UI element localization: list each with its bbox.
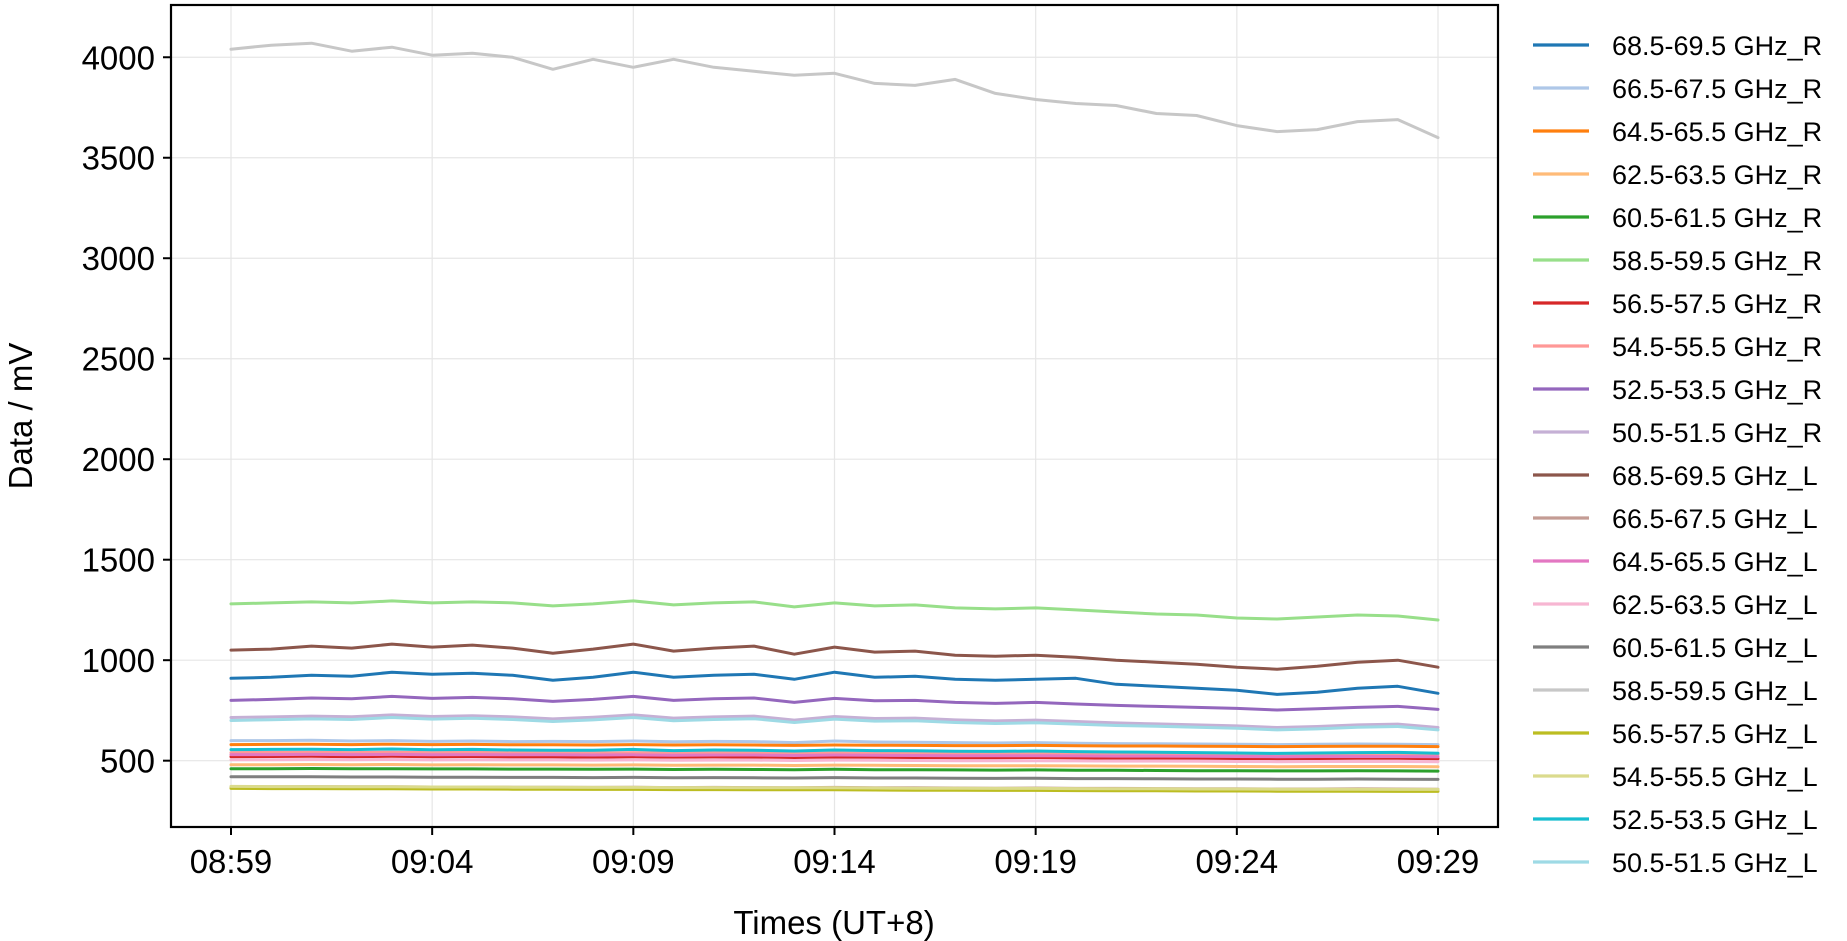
series-line-8 bbox=[229, 694, 1440, 712]
series-line-15 bbox=[229, 41, 1440, 140]
x-axis-title: Times (UT+8) bbox=[733, 904, 934, 941]
series-line-5 bbox=[229, 599, 1440, 622]
legend-label: 64.5-65.5 GHz_L bbox=[1612, 547, 1818, 577]
series-line-9 bbox=[229, 713, 1440, 729]
grid-lines bbox=[171, 5, 1498, 827]
x-axis: 08:59 09:04 09:09 09:14 09:19 09:24 09:29 bbox=[190, 827, 1480, 880]
x-tick-label: 09:19 bbox=[994, 843, 1077, 880]
series-line-0 bbox=[229, 670, 1440, 696]
series-line-4 bbox=[229, 767, 1440, 773]
x-tick-label: 09:09 bbox=[592, 843, 675, 880]
y-tick-label: 500 bbox=[100, 743, 155, 780]
legend-label: 66.5-67.5 GHz_R bbox=[1612, 74, 1822, 104]
series-line-16 bbox=[229, 786, 1440, 793]
x-tick-label: 09:24 bbox=[1196, 843, 1279, 880]
legend-label: 66.5-67.5 GHz_L bbox=[1612, 504, 1818, 534]
y-axis: 500 1000 1500 2000 2500 3000 3500 4000 bbox=[82, 39, 171, 780]
legend-label: 50.5-51.5 GHz_R bbox=[1612, 418, 1822, 448]
series-line-12 bbox=[229, 752, 1440, 759]
legend-label: 62.5-63.5 GHz_R bbox=[1612, 160, 1822, 190]
series-line-14 bbox=[229, 775, 1440, 781]
legend-label: 54.5-55.5 GHz_L bbox=[1612, 762, 1818, 792]
legend-label: 68.5-69.5 GHz_L bbox=[1612, 461, 1818, 491]
series-line-17 bbox=[229, 784, 1440, 791]
y-tick-label: 1500 bbox=[82, 542, 155, 579]
y-axis-title: Data / mV bbox=[2, 343, 39, 490]
y-tick-label: 3500 bbox=[82, 140, 155, 177]
legend: 68.5-69.5 GHz_R 66.5-67.5 GHz_R 64.5-65.5 … bbox=[1533, 31, 1822, 878]
y-tick-label: 1000 bbox=[82, 642, 155, 679]
y-tick-label: 3000 bbox=[82, 240, 155, 277]
legend-label: 56.5-57.5 GHz_L bbox=[1612, 719, 1818, 749]
series-line-2 bbox=[229, 742, 1440, 749]
legend-label: 52.5-53.5 GHz_R bbox=[1612, 375, 1822, 405]
series-line-10 bbox=[229, 642, 1440, 671]
legend-label: 50.5-51.5 GHz_L bbox=[1612, 848, 1818, 878]
series-line-19 bbox=[229, 716, 1440, 732]
legend-label: 60.5-61.5 GHz_R bbox=[1612, 203, 1822, 233]
legend-label: 64.5-65.5 GHz_R bbox=[1612, 117, 1822, 147]
series-line-18 bbox=[229, 747, 1440, 755]
legend-label: 62.5-63.5 GHz_L bbox=[1612, 590, 1818, 620]
legend-label: 54.5-55.5 GHz_R bbox=[1612, 332, 1822, 362]
legend-label: 58.5-59.5 GHz_L bbox=[1612, 676, 1818, 706]
x-tick-label: 09:14 bbox=[793, 843, 876, 880]
series-line-1 bbox=[229, 738, 1440, 747]
legend-label: 60.5-61.5 GHz_L bbox=[1612, 633, 1818, 663]
x-tick-label: 09:04 bbox=[391, 843, 474, 880]
series-line-13 bbox=[229, 758, 1440, 764]
y-tick-label: 4000 bbox=[82, 39, 155, 76]
x-tick-label: 09:29 bbox=[1397, 843, 1480, 880]
series-line-6 bbox=[229, 754, 1440, 761]
legend-label: 56.5-57.5 GHz_R bbox=[1612, 289, 1822, 319]
series-lines bbox=[229, 41, 1440, 793]
series-line-3 bbox=[229, 763, 1440, 769]
legend-label: 68.5-69.5 GHz_R bbox=[1612, 31, 1822, 61]
x-tick-label: 08:59 bbox=[190, 843, 273, 880]
legend-label: 58.5-59.5 GHz_R bbox=[1612, 246, 1822, 276]
y-tick-label: 2500 bbox=[82, 341, 155, 378]
y-tick-label: 2000 bbox=[82, 441, 155, 478]
legend-label: 52.5-53.5 GHz_L bbox=[1612, 805, 1818, 835]
